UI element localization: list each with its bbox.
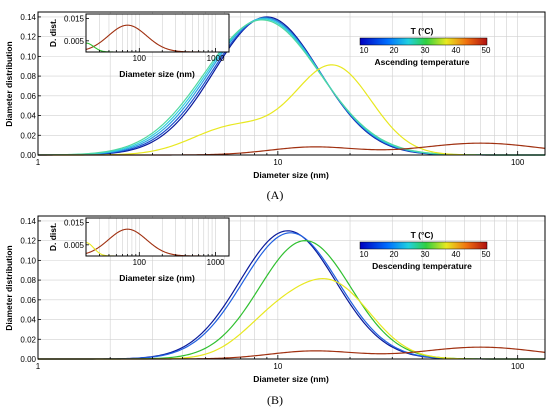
colorbar-tick: 20 bbox=[390, 250, 399, 259]
y-tick-label: 0.015 bbox=[64, 14, 85, 23]
colorbar-title: T (°C) bbox=[411, 26, 434, 36]
inset-grid bbox=[85, 14, 216, 52]
y-tick-label: 0.12 bbox=[20, 237, 36, 246]
colorbar-tick: 10 bbox=[360, 250, 369, 259]
colorbar: T (°C) 10 20 30 40 50 Descending tempera… bbox=[360, 230, 491, 271]
panel-b: 1 10 100 0.00 0.02 0.04 0.06 0.08 0.10 0.12 0.14 D… bbox=[4, 215, 546, 407]
inset-ticks: 100 1000 0.005 0.015 bbox=[64, 14, 225, 63]
y-tick-label: 0.02 bbox=[20, 131, 36, 140]
y-tick-label: 0.04 bbox=[20, 112, 36, 121]
colorbar-tick: 10 bbox=[360, 46, 369, 55]
y-tick-label: 0.12 bbox=[20, 33, 36, 42]
x-tick-label: 10 bbox=[273, 158, 282, 167]
colorbar: T (°C) 10 20 30 40 50 Ascending temperat… bbox=[360, 26, 491, 67]
inset-grid bbox=[85, 218, 216, 256]
colorbar-tick: 20 bbox=[390, 46, 399, 55]
x-tick-label: 100 bbox=[511, 362, 525, 371]
colorbar-gradient bbox=[359, 241, 488, 250]
y-tick-label: 0.14 bbox=[20, 13, 36, 22]
colorbar-label: Descending temperature bbox=[372, 261, 472, 271]
colorbar-tick: 50 bbox=[482, 250, 491, 259]
y-tick-label: 0.14 bbox=[20, 217, 36, 226]
inset-frame bbox=[85, 13, 230, 53]
inset-y-axis-label: D. dist. bbox=[48, 19, 58, 47]
ticks: 1 10 100 0.00 0.02 0.04 0.06 0.08 0.10 0.12 0.14 bbox=[20, 13, 524, 167]
x-axis-label: Diameter size (nm) bbox=[253, 170, 329, 180]
panel-caption: (A) bbox=[267, 188, 284, 202]
y-tick-label: 0.06 bbox=[20, 296, 36, 305]
series-line-5 bbox=[38, 64, 545, 156]
x-tick-label: 100 bbox=[133, 54, 147, 63]
x-tick-label: 100 bbox=[133, 258, 147, 267]
y-tick-label: 0.015 bbox=[64, 218, 85, 227]
plot-frame bbox=[37, 215, 546, 360]
colorbar-gradient bbox=[359, 37, 488, 46]
x-tick-label: 100 bbox=[511, 158, 525, 167]
inset-ticks: 100 1000 0.005 0.015 bbox=[64, 218, 225, 267]
y-tick-label: 0.06 bbox=[20, 92, 36, 101]
inset-chart: 100 1000 0.005 0.015 Diameter size (nm) D. … bbox=[48, 217, 230, 283]
y-tick-label: 0.08 bbox=[20, 72, 36, 81]
inset-x-axis-label: Diameter size (nm) bbox=[119, 69, 195, 79]
plot-frame bbox=[37, 11, 546, 156]
colorbar-tick: 40 bbox=[452, 46, 461, 55]
y-tick-label: 0.005 bbox=[64, 241, 85, 250]
x-tick-label: 1 bbox=[36, 362, 41, 371]
y-tick-label: 0.02 bbox=[20, 335, 36, 344]
ticks: 1 10 100 0.00 0.02 0.04 0.06 0.08 0.10 0.12 0.14 bbox=[20, 217, 524, 371]
y-tick-label: 0.00 bbox=[20, 151, 36, 160]
y-tick-label: 0.08 bbox=[20, 276, 36, 285]
y-tick-label: 0.10 bbox=[20, 256, 36, 265]
panel-caption: (B) bbox=[267, 393, 283, 407]
colorbar-tick: 30 bbox=[421, 250, 430, 259]
inset-x-axis-label: Diameter size (nm) bbox=[119, 273, 195, 283]
y-tick-label: 0.005 bbox=[64, 37, 85, 46]
x-tick-label: 1 bbox=[36, 158, 41, 167]
colorbar-tick: 40 bbox=[452, 250, 461, 259]
y-tick-label: 0.10 bbox=[20, 52, 36, 61]
x-axis-label: Diameter size (nm) bbox=[253, 374, 329, 384]
panel-a: 1 10 100 0.00 0.02 0.04 0.06 0.08 0.10 0.12 0.14 D… bbox=[4, 11, 546, 202]
colorbar-title: T (°C) bbox=[411, 230, 434, 240]
x-tick-label: 1000 bbox=[207, 258, 225, 267]
y-tick-label: 0.00 bbox=[20, 355, 36, 364]
x-tick-label: 1000 bbox=[207, 54, 225, 63]
y-axis-label: Diameter distribution bbox=[4, 41, 14, 126]
inset-y-axis-label: D. dist. bbox=[48, 223, 58, 251]
inset-chart: 100 1000 0.005 0.015 Diameter size (nm) D. … bbox=[48, 13, 230, 79]
colorbar-tick: 50 bbox=[482, 46, 491, 55]
y-axis-label: Diameter distribution bbox=[4, 245, 14, 330]
y-tick-label: 0.04 bbox=[20, 316, 36, 325]
series-line-4 bbox=[38, 346, 546, 360]
colorbar-label: Ascending temperature bbox=[375, 57, 470, 67]
x-tick-label: 10 bbox=[273, 362, 282, 371]
colorbar-tick: 30 bbox=[421, 46, 430, 55]
inset-frame bbox=[85, 217, 230, 257]
